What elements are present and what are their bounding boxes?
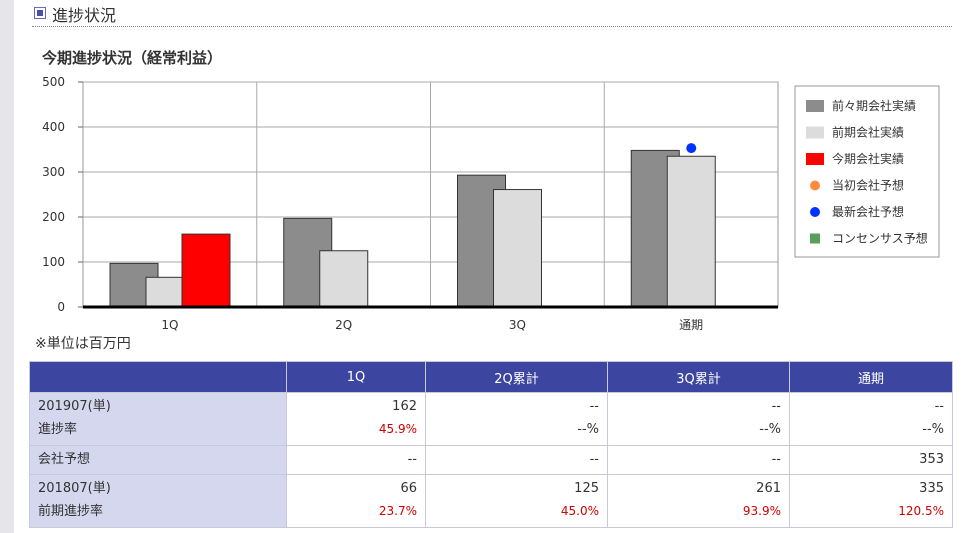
- y-tick-label: 0: [57, 300, 65, 314]
- bar-2-3: [493, 189, 542, 308]
- cell-pct: --%: [577, 422, 599, 437]
- legend-swatch: [810, 180, 820, 191]
- cell-fullyear: 353: [789, 445, 953, 475]
- section-title: 進捗状況: [52, 6, 117, 25]
- cell-pct: 45.9%: [378, 422, 417, 436]
- row-sublabel: 進捗率: [38, 422, 78, 437]
- cell-pct: --%: [922, 422, 944, 437]
- row-label-cell: 201807(単) 前期進捗率: [29, 474, 287, 528]
- section-header: 進捗状況: [32, 0, 952, 27]
- cell-value: 261: [756, 481, 781, 496]
- bar-2-2: [319, 250, 369, 308]
- table-header-blank: [29, 361, 287, 393]
- cell-pct: 45.0%: [560, 504, 599, 518]
- legend-label: 前期会社実績: [832, 125, 904, 140]
- cell-1q: 66 23.7%: [286, 474, 426, 528]
- legend-swatch: [806, 153, 824, 165]
- cell-1q: 162 45.9%: [286, 392, 426, 446]
- row-label-cell: 201907(単) 進捗率: [29, 392, 287, 446]
- table-row: 201907(単) 進捗率 162 45.9% -- --% -- --% --…: [29, 392, 953, 446]
- cell-1q: --: [286, 445, 426, 475]
- cell-value: --: [589, 399, 599, 414]
- unit-note: ※単位は百万円: [35, 336, 131, 352]
- cell-2q: -- --%: [425, 392, 608, 446]
- x-tick-label: 1Q: [161, 318, 178, 332]
- x-tick-label: 2Q: [335, 318, 352, 332]
- bar-3-1: [181, 233, 231, 308]
- y-tick-label: 400: [42, 120, 65, 134]
- square-bullet-icon: [34, 7, 46, 19]
- x-tick-label: 3Q: [509, 318, 526, 332]
- cell-3q: 261 93.9%: [607, 474, 790, 528]
- row-label: 会社予想: [29, 445, 287, 475]
- legend-swatch: [810, 233, 820, 244]
- row-label: 201807(単): [38, 481, 111, 496]
- cell-value: --: [771, 399, 781, 414]
- legend-box: [794, 85, 940, 258]
- table-header-1q: 1Q: [286, 361, 426, 393]
- x-tick-label: 通期: [679, 318, 703, 332]
- y-tick-label: 300: [42, 165, 65, 179]
- forecast-point: [686, 143, 697, 154]
- y-tick-label: 500: [42, 75, 65, 89]
- cell-value: 66: [400, 481, 417, 496]
- y-tick-label: 100: [42, 255, 65, 269]
- cell-pct: 23.7%: [378, 504, 417, 518]
- cell-fullyear: 335 120.5%: [789, 474, 953, 528]
- table-row: 会社予想 -- -- -- 353: [29, 445, 953, 475]
- table-row: 201807(単) 前期進捗率 66 23.7% 125 45.0% 261 9…: [29, 474, 953, 528]
- progress-table: 1Q 2Q累計 3Q累計 通期 201907(単) 進捗率 162 45.9% …: [29, 361, 953, 528]
- bar-2-4: [666, 155, 716, 308]
- cell-fullyear: -- --%: [789, 392, 953, 446]
- legend-label: 当初会社予想: [832, 178, 904, 193]
- cell-2q: 125 45.0%: [425, 474, 608, 528]
- cell-pct: 120.5%: [898, 504, 944, 518]
- legend-label: 今期会社実績: [832, 151, 904, 166]
- legend-label: 前々期会社実績: [832, 98, 916, 113]
- legend-swatch: [806, 100, 824, 112]
- y-tick-label: 200: [42, 210, 65, 224]
- table-header-3q: 3Q累計: [607, 361, 790, 393]
- legend-label: コンセンサス予想: [832, 231, 928, 246]
- left-sidebar-strip: [0, 0, 14, 533]
- progress-bar-chart: 今期進捗状況（経常利益） 0 100 200 300 400 500 1Q 2Q 3Q 通期 前々期会…: [41, 49, 940, 332]
- table-header-fullyear: 通期: [789, 361, 953, 393]
- legend-swatch: [810, 207, 820, 217]
- cell-3q: --: [607, 445, 790, 475]
- chart-title: 今期進捗状況（経常利益）: [41, 49, 222, 67]
- table-header-2q: 2Q累計: [425, 361, 608, 393]
- cell-value: --: [934, 399, 944, 414]
- row-sublabel: 前期進捗率: [38, 504, 104, 519]
- cell-value: 125: [574, 481, 599, 496]
- cell-value: 335: [919, 481, 944, 496]
- cell-pct: 93.9%: [742, 504, 781, 518]
- table-header-row: 1Q 2Q累計 3Q累計 通期: [29, 361, 953, 393]
- cell-value: 162: [392, 399, 417, 414]
- row-label: 201907(単): [38, 399, 111, 414]
- cell-pct: --%: [759, 422, 781, 437]
- legend-label: 最新会社予想: [832, 204, 904, 219]
- cell-3q: -- --%: [607, 392, 790, 446]
- cell-2q: --: [425, 445, 608, 475]
- legend-swatch: [806, 126, 824, 139]
